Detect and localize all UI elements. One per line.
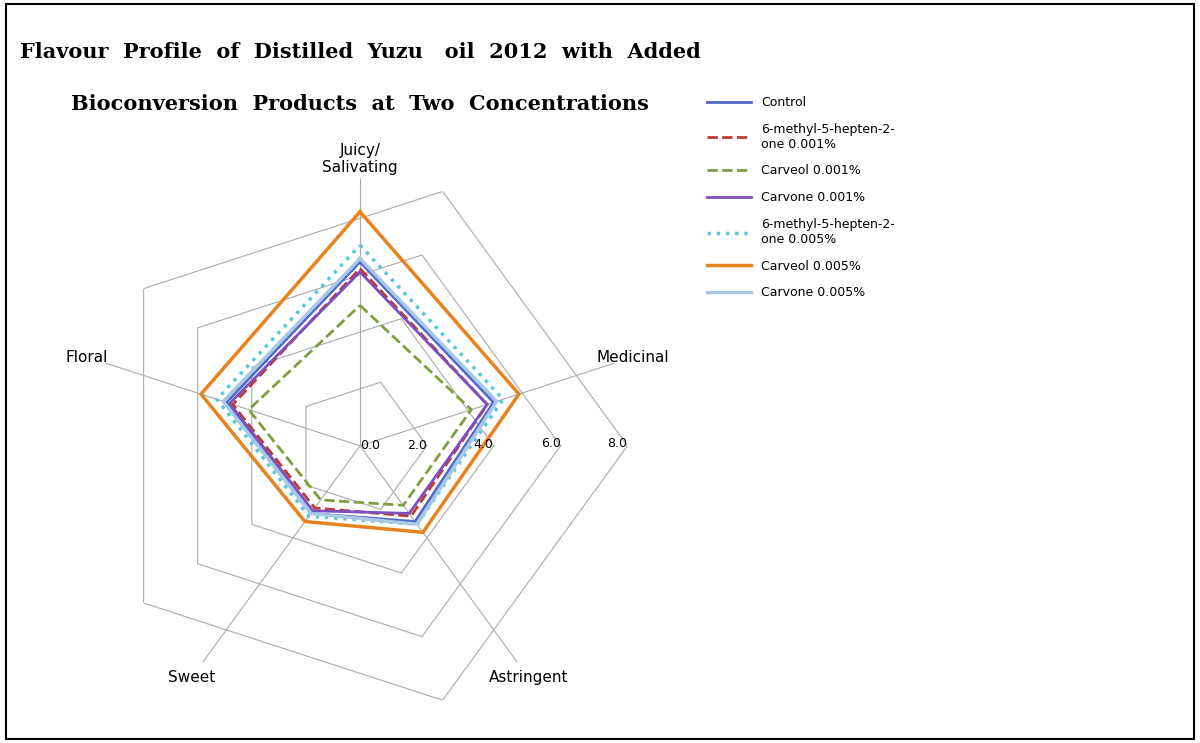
Text: 0.0: 0.0: [360, 439, 380, 452]
Text: 6.0: 6.0: [541, 438, 560, 450]
Text: 8.0: 8.0: [607, 437, 628, 450]
Text: Bioconversion  Products  at  Two  Concentrations: Bioconversion Products at Two Concentrat…: [71, 94, 649, 114]
Text: 4.0: 4.0: [474, 438, 493, 451]
Text: Flavour  Profile  of  Distilled  Yuzu   oil  2012  with  Added: Flavour Profile of Distilled Yuzu oil 20…: [19, 42, 701, 62]
Legend: Control, 6-methyl-5-hepten-2-
one 0.001%, Carveol 0.001%, Carvone 0.001%, 6-meth: Control, 6-methyl-5-hepten-2- one 0.001%…: [702, 91, 900, 305]
Text: 2.0: 2.0: [407, 438, 427, 452]
